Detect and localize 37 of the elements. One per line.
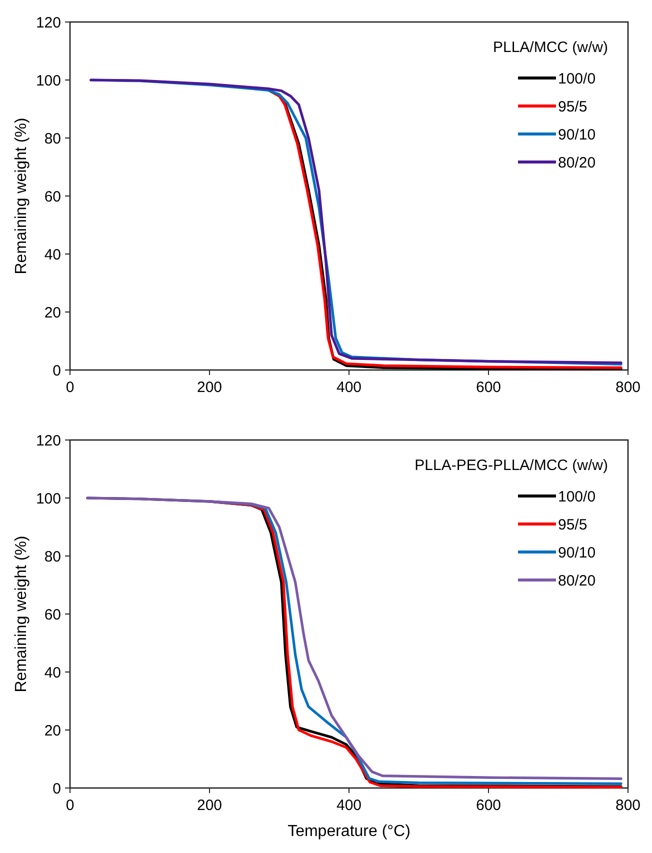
legend-label: 80/20 xyxy=(558,572,596,590)
y-tick-label: 100 xyxy=(36,490,61,508)
legend-title: PLLA-PEG-PLLA/MCC (w/w) xyxy=(414,457,608,474)
y-tick-label: 120 xyxy=(36,14,61,32)
legend-label: 90/10 xyxy=(558,544,596,562)
y-tick-label: 80 xyxy=(44,548,61,566)
y-tick-label: 40 xyxy=(44,664,61,682)
y-tick-label: 40 xyxy=(44,246,61,264)
x-tick-label: 800 xyxy=(615,797,641,814)
y-tick-label: 20 xyxy=(44,304,61,322)
x-axis-title: Temperature (°C) xyxy=(288,823,410,840)
legend-label: 100/0 xyxy=(558,70,596,88)
x-tick-label: 200 xyxy=(196,379,222,396)
legend-label: 100/0 xyxy=(558,488,596,506)
x-tick-label: 800 xyxy=(615,379,641,396)
legend-label: 95/5 xyxy=(558,98,588,116)
y-tick-label: 20 xyxy=(44,722,61,740)
legend-label: 90/10 xyxy=(558,126,596,144)
x-tick-label: 600 xyxy=(476,379,502,396)
legend-label: 95/5 xyxy=(558,516,588,534)
y-tick-label: 0 xyxy=(52,362,61,380)
y-tick-label: 100 xyxy=(36,72,61,90)
legend-title: PLLA/MCC (w/w) xyxy=(492,39,608,56)
y-tick-label: 80 xyxy=(44,130,61,148)
y-tick-label: 120 xyxy=(36,432,61,450)
y-tick-label: 60 xyxy=(44,606,61,624)
x-tick-label: 200 xyxy=(196,797,222,814)
x-tick-label: 600 xyxy=(476,797,502,814)
y-tick-label: 0 xyxy=(52,780,61,798)
x-tick-label: 0 xyxy=(66,797,74,814)
y-tick-label: 60 xyxy=(44,188,61,206)
y-axis-title: Remaining weight (%) xyxy=(13,118,30,274)
x-tick-label: 0 xyxy=(66,379,74,396)
legend-label: 80/20 xyxy=(558,154,596,172)
x-tick-label: 400 xyxy=(336,797,362,814)
y-axis-title: Remaining weight (%) xyxy=(13,536,30,692)
x-tick-label: 400 xyxy=(336,379,362,396)
